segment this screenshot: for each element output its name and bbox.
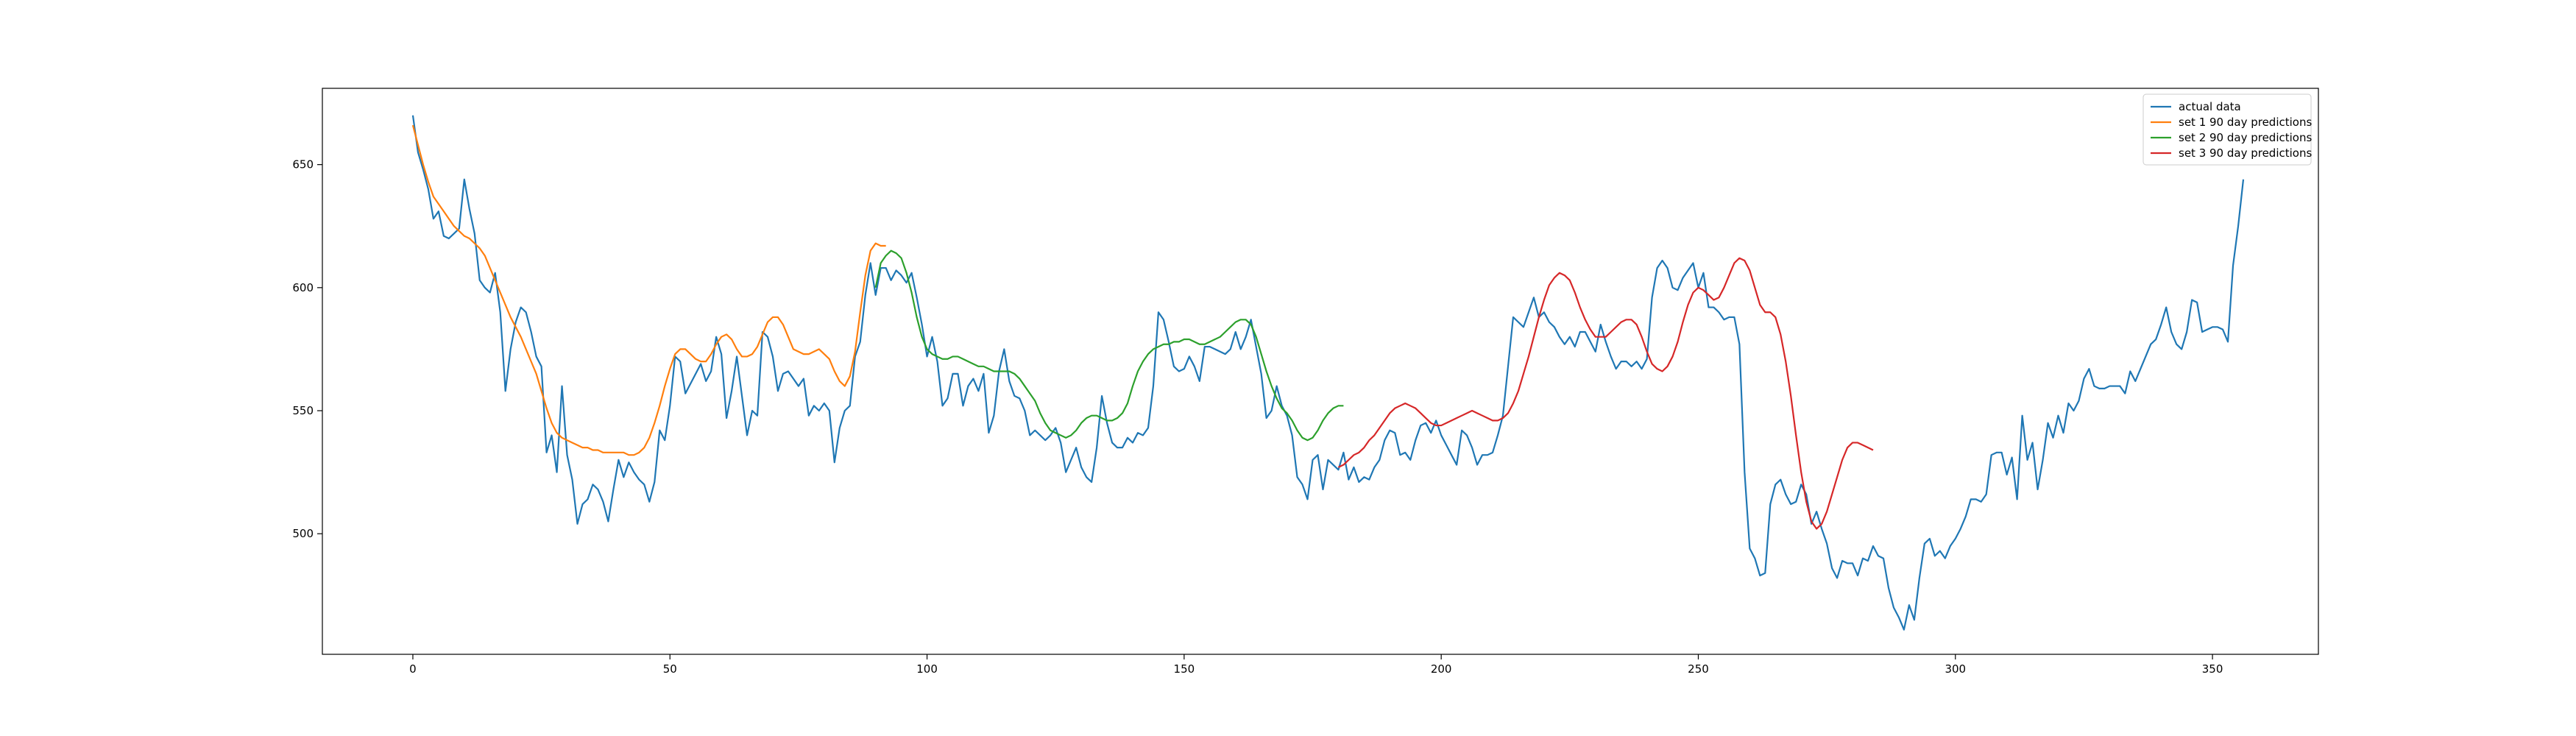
plot-frame — [322, 88, 2319, 655]
y-tick-label-600: 600 — [292, 281, 314, 294]
x-tick-label-300: 300 — [1945, 662, 1966, 676]
y-tick-label-550: 550 — [292, 404, 314, 417]
x-tick-label-50: 50 — [663, 662, 677, 676]
series-line-3 — [874, 250, 1344, 442]
legend: actual data set 1 90 day predictions set 2… — [2142, 93, 2312, 166]
plot-area — [322, 88, 2319, 655]
legend-box — [2142, 93, 2312, 166]
series-line-1 — [411, 115, 2245, 631]
x-axis: 0 50 100 150 200 250 300 350 — [409, 654, 2223, 676]
x-tick-label-200: 200 — [1431, 662, 1452, 676]
y-tick-label-500: 500 — [292, 527, 314, 540]
series-group — [411, 115, 2245, 631]
x-tick-label-100: 100 — [916, 662, 938, 676]
series-line-4 — [1337, 257, 1874, 530]
x-tick-label-250: 250 — [1688, 662, 1709, 676]
x-tick-label-0: 0 — [409, 662, 417, 676]
legend-label-3: set 2 90 day predictions — [2179, 131, 2312, 144]
legend-label-2: set 1 90 day predictions — [2179, 116, 2312, 129]
y-tick-label-650: 650 — [292, 158, 314, 171]
legend-label-4: set 3 90 day predictions — [2179, 146, 2312, 160]
series-line-2 — [411, 124, 886, 456]
y-axis: 500 550 600 650 — [292, 158, 322, 540]
x-tick-label-350: 350 — [2202, 662, 2223, 676]
x-tick-label-150: 150 — [1174, 662, 1195, 676]
legend-label-1: actual data — [2179, 100, 2241, 113]
